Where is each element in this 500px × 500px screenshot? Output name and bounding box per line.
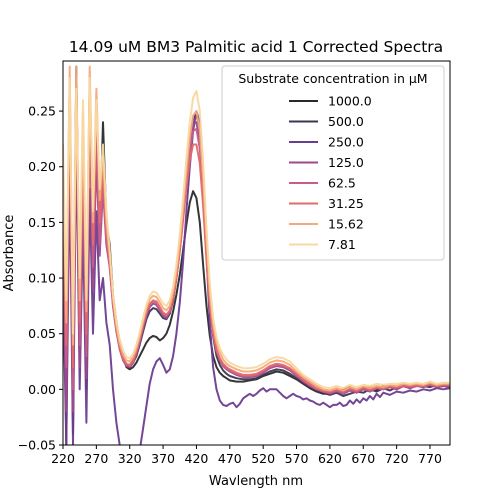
x-tick-label: 720 bbox=[385, 451, 409, 466]
y-axis-label: Absorbance bbox=[2, 215, 17, 292]
x-tick-label: 220 bbox=[51, 451, 75, 466]
series-lines bbox=[63, 65, 450, 445]
legend-box bbox=[221, 65, 445, 261]
chart-title: 14.09 uM BM3 Palmitic acid 1 Corrected S… bbox=[69, 38, 443, 56]
legend-label: 62.5 bbox=[328, 176, 356, 191]
x-tick-label: 420 bbox=[185, 451, 209, 466]
y-tick-label: 0.00 bbox=[28, 382, 56, 397]
x-tick-label: 470 bbox=[218, 451, 242, 466]
axes: 220 270 320 370 420 470 520 570 620 670 720 770 −0.0… bbox=[18, 60, 451, 466]
series-line-250-0 bbox=[63, 110, 450, 445]
x-axis-label: Wavlength nm bbox=[209, 474, 303, 489]
y-tick-label: 0.05 bbox=[28, 326, 56, 341]
legend-title: Substrate concentration in µM bbox=[238, 71, 427, 86]
legend-label: 15.62 bbox=[328, 217, 364, 232]
x-tick-label: 270 bbox=[84, 451, 108, 466]
legend-label: 1000.0 bbox=[328, 94, 372, 109]
x-tick-label: 570 bbox=[285, 451, 309, 466]
x-tick-label: 620 bbox=[318, 451, 342, 466]
legend-label: 125.0 bbox=[328, 155, 364, 170]
x-tick-label: 670 bbox=[351, 451, 375, 466]
series-line-7-81 bbox=[63, 76, 450, 390]
legend-label: 31.25 bbox=[328, 196, 364, 211]
legend: Substrate concentration in µM 1000.0 500.… bbox=[221, 65, 445, 261]
x-tick-label: 770 bbox=[418, 451, 442, 466]
y-tick-label: −0.05 bbox=[18, 438, 56, 453]
legend-label: 250.0 bbox=[328, 135, 364, 150]
y-tick-label: 0.25 bbox=[28, 104, 56, 119]
x-tick-label: 320 bbox=[118, 451, 142, 466]
y-tick-label: 0.10 bbox=[28, 271, 56, 286]
legend-label: 7.81 bbox=[328, 237, 356, 252]
x-tick-label: 370 bbox=[151, 451, 175, 466]
x-tick-label: 520 bbox=[251, 451, 275, 466]
y-tick-label: 0.20 bbox=[28, 159, 56, 174]
legend-label: 500.0 bbox=[328, 114, 364, 129]
y-tick-label: 0.15 bbox=[28, 215, 56, 230]
plot-frame bbox=[62, 60, 451, 446]
